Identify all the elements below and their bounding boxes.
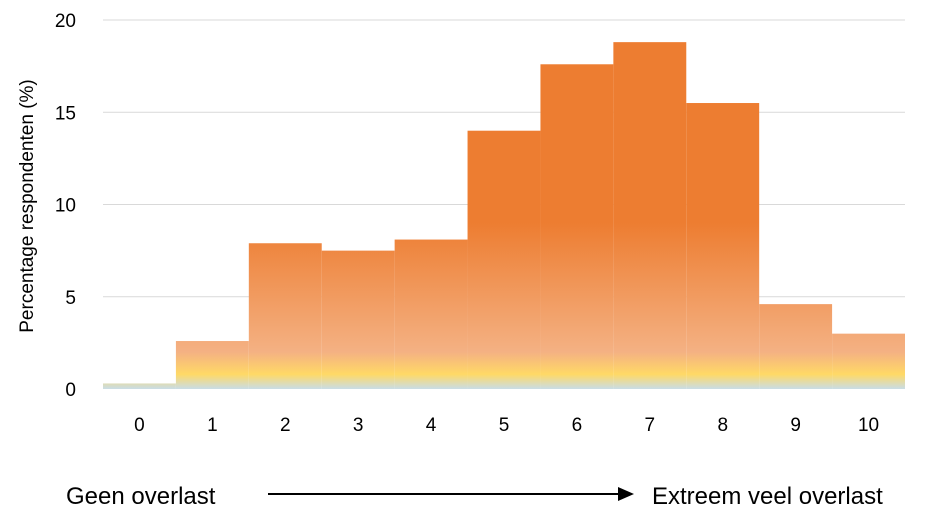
y-tick-labels: 0 5 10 15 20 [55, 11, 76, 401]
y-tick-label: 10 [55, 196, 76, 217]
y-tick-label: 20 [55, 11, 76, 32]
y-tick-label: 15 [55, 103, 76, 124]
bar [103, 383, 176, 389]
x-tick-label: 10 [858, 415, 879, 436]
scale-right-label: Extreem veel overlast [652, 483, 883, 510]
bar [759, 304, 833, 389]
bar [467, 130, 541, 389]
bar [321, 250, 395, 389]
x-tick-label: 2 [280, 415, 291, 436]
bars [103, 42, 905, 390]
x-tick-label: 3 [353, 415, 364, 436]
bar [832, 333, 905, 389]
x-tick-label: 6 [572, 415, 583, 436]
y-axis-title: Percentage respondenten (%) [17, 79, 38, 333]
bar [175, 341, 249, 389]
bar [248, 243, 322, 389]
right-arrow-icon [268, 487, 634, 501]
x-tick-label: 8 [717, 415, 728, 436]
x-tick-label: 4 [426, 415, 437, 436]
x-tick-labels: 0 1 2 3 4 5 6 7 8 9 10 [134, 415, 879, 436]
x-tick-label: 9 [790, 415, 801, 436]
x-tick-label: 1 [207, 415, 218, 436]
bar [613, 42, 687, 389]
scale-left-label: Geen overlast [66, 483, 216, 510]
x-tick-label: 7 [645, 415, 656, 436]
bar [686, 103, 760, 390]
x-tick-label: 0 [134, 415, 145, 436]
bar [540, 64, 614, 389]
bar [394, 239, 468, 389]
y-tick-label: 5 [65, 288, 76, 309]
y-tick-label: 0 [65, 380, 76, 401]
bar-chart: 0 5 10 15 20 0 1 2 3 4 5 6 7 8 9 10 Percentage respond… [17, 11, 905, 436]
x-tick-label: 5 [499, 415, 510, 436]
